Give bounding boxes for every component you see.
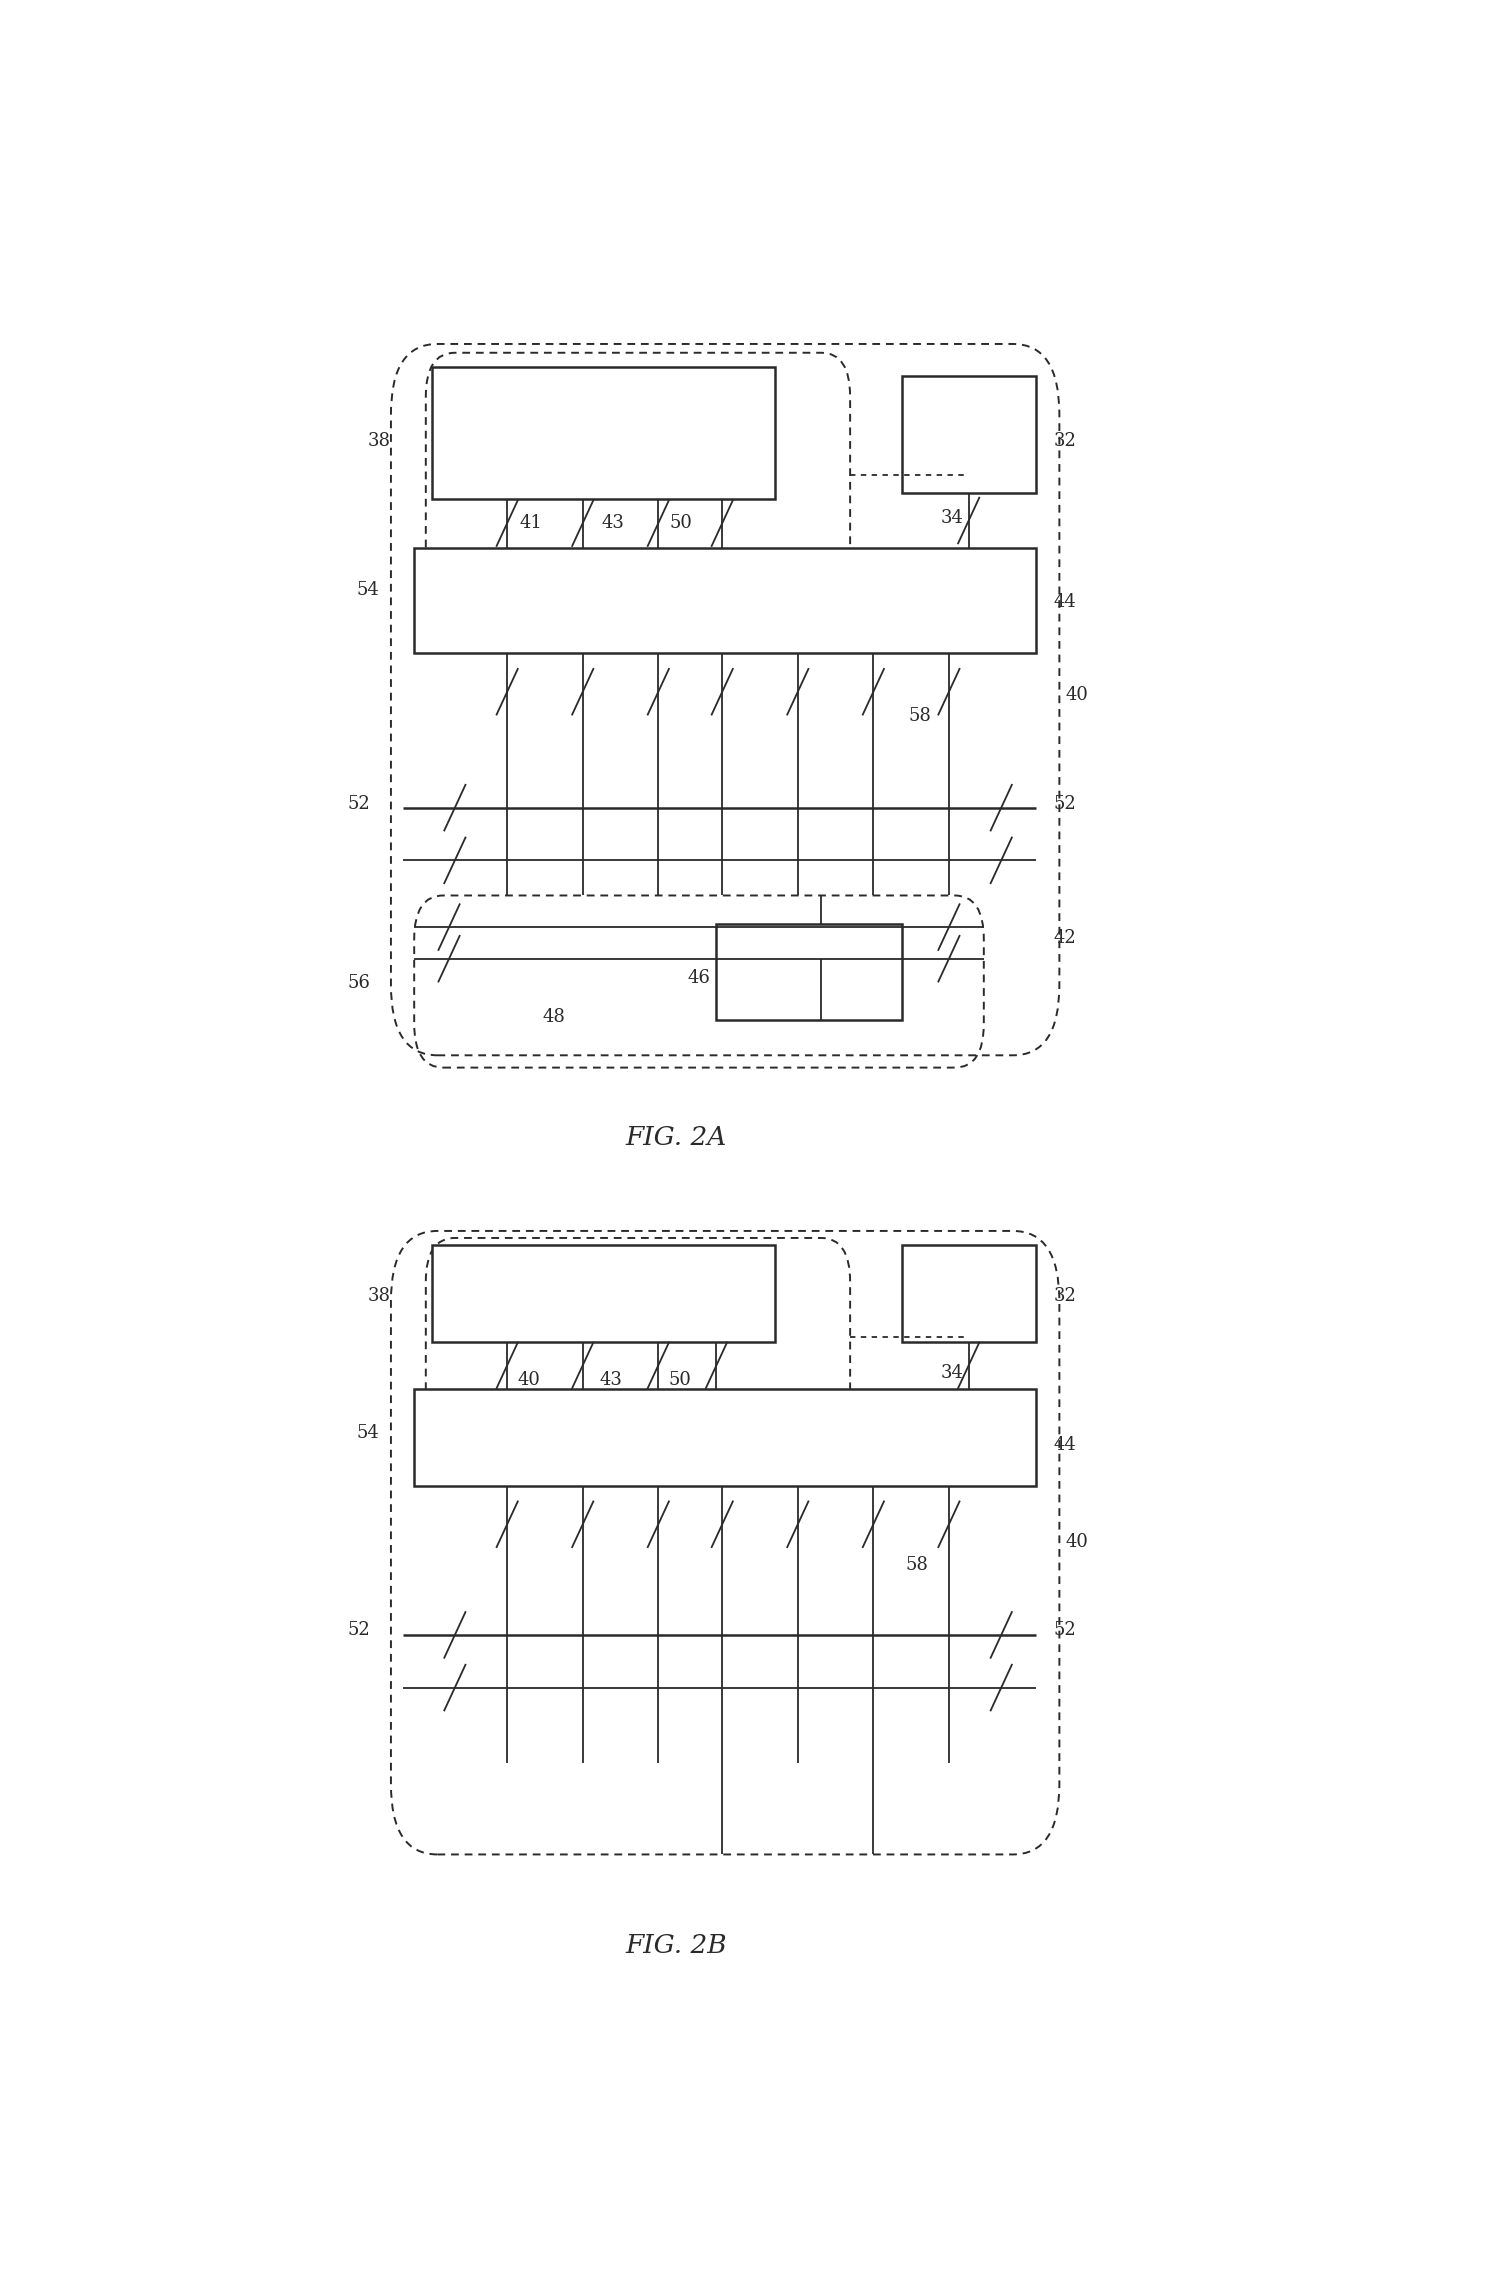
FancyBboxPatch shape — [903, 1245, 1036, 1341]
Text: 52: 52 — [348, 796, 370, 812]
Text: 32: 32 — [1053, 431, 1077, 449]
Text: 40: 40 — [1065, 1533, 1088, 1551]
Text: 56: 56 — [348, 974, 370, 992]
Text: 34: 34 — [940, 509, 963, 527]
Text: 38: 38 — [368, 1286, 390, 1305]
FancyBboxPatch shape — [414, 1389, 1036, 1485]
Text: 58: 58 — [906, 1556, 928, 1574]
Text: 52: 52 — [1053, 796, 1077, 812]
Text: 43: 43 — [602, 513, 624, 531]
Text: 34: 34 — [940, 1364, 963, 1382]
Text: 58: 58 — [908, 707, 932, 725]
Text: 50: 50 — [670, 513, 693, 531]
Text: 42: 42 — [1053, 928, 1077, 947]
Text: 43: 43 — [598, 1371, 622, 1389]
FancyBboxPatch shape — [414, 547, 1036, 652]
Text: 38: 38 — [368, 431, 390, 449]
FancyBboxPatch shape — [432, 367, 774, 500]
Text: 54: 54 — [356, 1423, 380, 1442]
Text: FIG. 2B: FIG. 2B — [626, 1934, 726, 1959]
Text: 44: 44 — [1053, 1437, 1077, 1455]
Text: 41: 41 — [520, 513, 543, 531]
FancyBboxPatch shape — [432, 1245, 774, 1341]
Text: 40: 40 — [518, 1371, 540, 1389]
Text: 50: 50 — [669, 1371, 692, 1389]
Text: 48: 48 — [542, 1008, 566, 1026]
Text: 44: 44 — [1053, 593, 1077, 611]
Text: 32: 32 — [1053, 1286, 1077, 1305]
Text: 52: 52 — [1053, 1620, 1077, 1638]
Text: 40: 40 — [1065, 687, 1088, 705]
FancyBboxPatch shape — [903, 376, 1036, 493]
Text: 52: 52 — [348, 1620, 370, 1638]
FancyBboxPatch shape — [717, 924, 903, 1020]
Text: FIG. 2A: FIG. 2A — [626, 1125, 726, 1150]
Text: 54: 54 — [356, 582, 380, 600]
Text: 46: 46 — [687, 969, 711, 988]
